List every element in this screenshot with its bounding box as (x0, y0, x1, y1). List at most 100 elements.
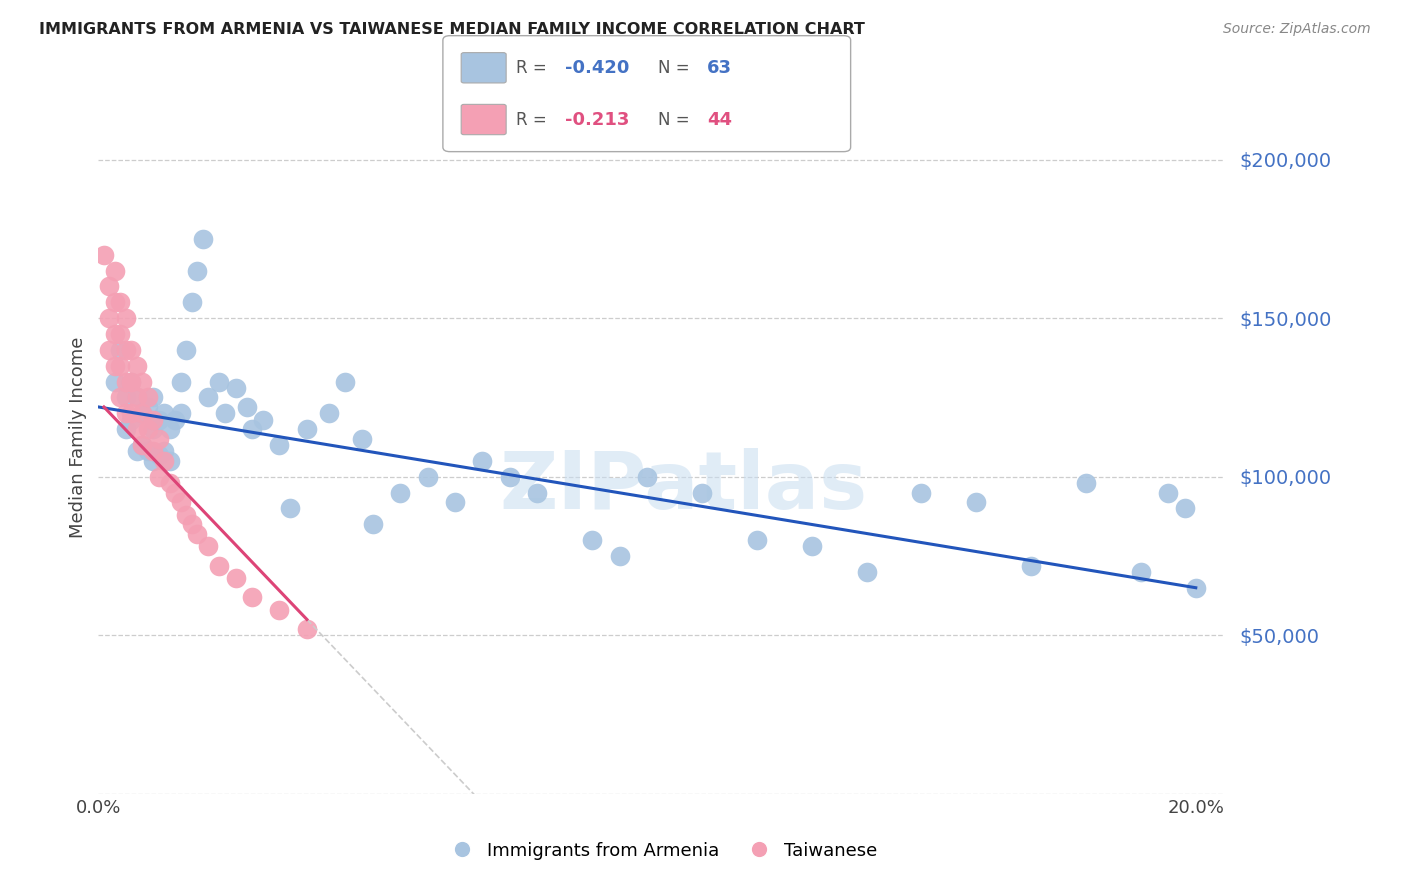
Point (235, 400, 257, 414)
Point (125, 391, 148, 405)
Point (581, 533, 603, 548)
Point (125, 391, 148, 405)
Point (104, 263, 127, 277)
Point (174, 343, 197, 357)
Point (136, 400, 159, 414)
Point (104, 359, 127, 373)
Point (115, 311, 138, 326)
Point (1074, 476, 1097, 491)
Text: 63: 63 (707, 59, 733, 77)
Point (335, 375, 357, 389)
Point (115, 375, 138, 389)
Text: 44: 44 (707, 111, 733, 128)
Text: IMMIGRANTS FROM ARMENIA VS TAIWANESE MEDIAN FAMILY INCOME CORRELATION CHART: IMMIGRANTS FROM ARMENIA VS TAIWANESE MED… (39, 22, 865, 37)
Point (295, 422, 318, 436)
Point (159, 422, 181, 436)
Point (110, 295, 132, 310)
Point (98, 311, 121, 326)
Point (745, 533, 768, 548)
Point (609, 549, 631, 563)
Point (1019, 558, 1042, 573)
Point (93, 248, 115, 262)
Point (104, 295, 127, 310)
Point (225, 571, 247, 585)
Point (142, 391, 165, 405)
Point (125, 444, 148, 458)
Point (115, 422, 138, 436)
Point (170, 375, 193, 389)
Point (389, 485, 412, 500)
Point (165, 485, 187, 500)
Point (350, 432, 373, 446)
Point (208, 375, 231, 389)
Point (142, 422, 165, 436)
Point (690, 485, 713, 500)
Point (136, 422, 159, 436)
Point (280, 501, 302, 516)
Point (269, 438, 291, 452)
Point (186, 263, 208, 277)
Point (115, 391, 138, 405)
Text: -0.420: -0.420 (565, 59, 630, 77)
Point (170, 495, 193, 509)
Point (855, 565, 877, 579)
Point (1157, 485, 1180, 500)
Point (142, 412, 165, 426)
Point (98, 279, 121, 293)
Point (361, 517, 384, 532)
Point (636, 469, 658, 483)
Point (1184, 581, 1206, 595)
Legend: Immigrants from Armenia, Taiwanese: Immigrants from Armenia, Taiwanese (437, 835, 884, 867)
Point (153, 444, 176, 458)
Point (110, 343, 132, 357)
Point (197, 391, 219, 405)
Point (131, 406, 153, 420)
Point (225, 381, 247, 395)
Point (186, 526, 208, 541)
Point (318, 406, 340, 420)
Text: R =: R = (516, 59, 553, 77)
Point (197, 540, 219, 554)
Text: R =: R = (516, 111, 553, 128)
Point (115, 406, 138, 420)
Point (148, 432, 170, 446)
Point (125, 422, 148, 436)
Point (148, 469, 170, 483)
Point (110, 326, 132, 341)
Point (159, 454, 181, 468)
Point (416, 469, 439, 483)
Point (120, 343, 142, 357)
Point (240, 422, 263, 436)
Point (110, 359, 132, 373)
Point (240, 591, 263, 605)
Point (148, 448, 170, 462)
Point (444, 495, 467, 509)
Point (214, 406, 236, 420)
Point (1129, 565, 1152, 579)
Point (526, 485, 548, 500)
Point (120, 406, 142, 420)
Point (191, 232, 214, 246)
Point (180, 517, 202, 532)
Text: N =: N = (658, 59, 695, 77)
Point (295, 622, 318, 636)
Point (180, 295, 202, 310)
Point (800, 540, 823, 554)
Point (910, 485, 932, 500)
Point (159, 476, 181, 491)
Point (165, 412, 187, 426)
Point (104, 375, 127, 389)
Point (131, 438, 153, 452)
Text: Source: ZipAtlas.com: Source: ZipAtlas.com (1223, 22, 1371, 37)
Point (125, 359, 148, 373)
Point (104, 326, 127, 341)
Point (142, 444, 165, 458)
Point (208, 558, 231, 573)
Point (252, 412, 274, 426)
Point (174, 508, 197, 522)
Text: -0.213: -0.213 (565, 111, 630, 128)
Point (269, 603, 291, 617)
Point (153, 454, 176, 468)
Point (136, 444, 159, 458)
Y-axis label: Median Family Income: Median Family Income (69, 336, 87, 538)
